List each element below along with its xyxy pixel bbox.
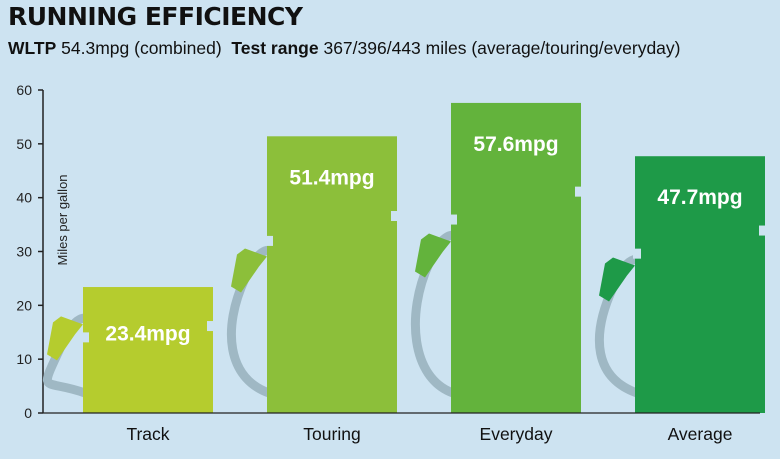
fuel-nozzle — [231, 248, 267, 293]
pump-notch — [265, 235, 273, 246]
chart-title: RUNNING EFFICIENCY — [8, 2, 303, 31]
fuel-nozzle — [415, 233, 451, 278]
bar — [83, 287, 213, 413]
bar — [451, 102, 581, 414]
test-range-value: 367/396/443 miles (average/touring/every… — [323, 38, 681, 58]
pump-notch — [449, 214, 457, 225]
y-axis-title: Miles per gallon — [55, 174, 70, 265]
fuel-nozzle — [599, 257, 635, 302]
bar-data-label: 57.6mpg — [473, 133, 558, 156]
bar — [635, 156, 765, 413]
wltp-value: 54.3mpg (combined) — [61, 38, 222, 58]
pump-notch — [575, 186, 583, 197]
y-tick-label: 50 — [16, 136, 32, 152]
pump-notch — [207, 321, 215, 332]
bar-data-label: 51.4mpg — [289, 166, 374, 189]
pump-notch — [81, 332, 89, 343]
fuel-nozzle — [47, 316, 83, 361]
x-category-label: Everyday — [480, 424, 553, 444]
pump-notch — [391, 211, 399, 222]
y-tick-label: 60 — [16, 82, 32, 98]
pump-notch — [633, 248, 641, 259]
wltp-label: WLTP — [8, 38, 57, 58]
bar — [267, 136, 397, 413]
y-tick-label: 30 — [16, 244, 32, 260]
x-category-label: Touring — [303, 424, 360, 444]
y-tick-label: 40 — [16, 190, 32, 206]
chart-subtitle: WLTP 54.3mpg (combined) Test range 367/3… — [8, 38, 680, 59]
y-tick-label: 10 — [16, 351, 32, 367]
x-category-label: Track — [126, 424, 169, 444]
test-range-label: Test range — [231, 38, 319, 58]
y-tick-label: 20 — [16, 297, 32, 313]
pump-notch — [759, 225, 767, 236]
bar-data-label: 47.7mpg — [657, 186, 742, 209]
bar-data-label: 23.4mpg — [105, 322, 190, 345]
y-tick-label: 0 — [24, 405, 32, 421]
x-category-label: Average — [668, 424, 733, 444]
